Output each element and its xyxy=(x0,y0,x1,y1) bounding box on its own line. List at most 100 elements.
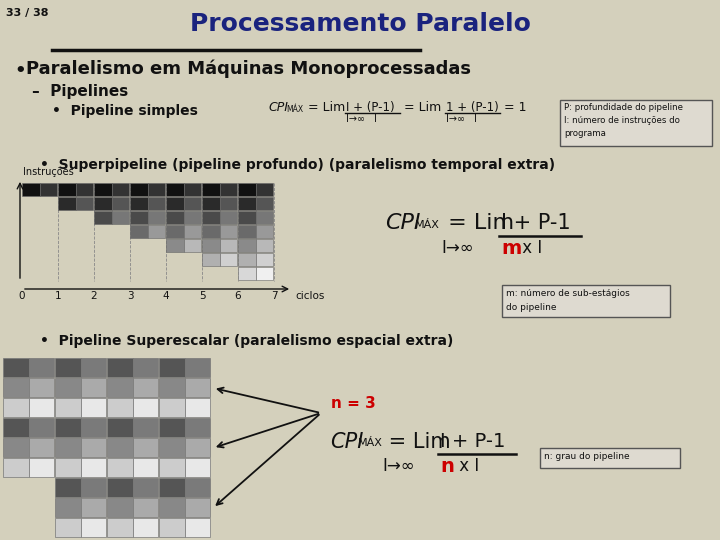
Bar xyxy=(540,448,680,468)
Text: = Lim: = Lim xyxy=(404,101,441,114)
Bar xyxy=(220,183,237,196)
Bar xyxy=(3,438,29,457)
Text: x I: x I xyxy=(517,239,542,257)
Bar xyxy=(560,100,712,146)
Text: I + P-1: I + P-1 xyxy=(501,213,571,233)
Bar xyxy=(159,398,185,417)
Bar xyxy=(130,183,148,196)
Bar xyxy=(238,253,256,266)
Text: CPI: CPI xyxy=(330,432,364,452)
Bar xyxy=(202,211,220,224)
Bar xyxy=(256,197,273,210)
Bar xyxy=(184,239,201,252)
Bar xyxy=(130,211,148,224)
Bar xyxy=(29,418,54,437)
Text: m: número de sub-estágios: m: número de sub-estágios xyxy=(506,289,630,298)
Text: n = 3: n = 3 xyxy=(331,396,376,411)
Bar xyxy=(107,358,133,377)
Bar xyxy=(220,211,237,224)
Bar xyxy=(133,518,158,537)
Bar xyxy=(185,478,210,497)
Text: P: profundidade do pipeline: P: profundidade do pipeline xyxy=(564,103,683,112)
Text: n: grau do pipeline: n: grau do pipeline xyxy=(544,452,629,461)
Bar xyxy=(81,478,106,497)
Bar xyxy=(55,458,81,477)
Bar xyxy=(133,478,158,497)
Bar xyxy=(133,498,158,517)
Text: = Lim: = Lim xyxy=(441,213,514,233)
Text: I: número de instruções do: I: número de instruções do xyxy=(564,116,680,125)
Bar xyxy=(107,378,133,397)
Bar xyxy=(94,183,112,196)
Text: MÁX: MÁX xyxy=(358,438,383,448)
Bar xyxy=(55,518,81,537)
Bar xyxy=(107,438,133,457)
Bar xyxy=(3,418,29,437)
Bar xyxy=(220,225,237,238)
Text: 4: 4 xyxy=(163,291,169,301)
Bar xyxy=(148,197,165,210)
Bar xyxy=(107,518,133,537)
Bar xyxy=(166,183,184,196)
Bar xyxy=(238,197,256,210)
Bar xyxy=(81,438,106,457)
Text: •  Superpipeline (pipeline profundo) (paralelismo temporal extra): • Superpipeline (pipeline profundo) (par… xyxy=(40,158,555,172)
Bar xyxy=(133,458,158,477)
Bar xyxy=(112,197,129,210)
Bar xyxy=(55,498,81,517)
Bar xyxy=(29,358,54,377)
Text: •: • xyxy=(14,62,26,80)
Bar xyxy=(81,418,106,437)
Text: •  Pipeline simples: • Pipeline simples xyxy=(52,104,198,118)
Bar xyxy=(159,418,185,437)
Bar xyxy=(81,458,106,477)
Bar xyxy=(202,239,220,252)
Text: = 1: = 1 xyxy=(504,101,526,114)
Text: Instruções: Instruções xyxy=(23,167,73,177)
Bar xyxy=(238,225,256,238)
Text: I→∞: I→∞ xyxy=(382,457,415,475)
Bar xyxy=(159,478,185,497)
Bar xyxy=(29,458,54,477)
Bar xyxy=(81,498,106,517)
Bar xyxy=(185,398,210,417)
Text: x I: x I xyxy=(454,457,480,475)
Bar xyxy=(202,183,220,196)
Bar xyxy=(148,211,165,224)
Bar xyxy=(185,378,210,397)
Bar xyxy=(58,183,76,196)
Text: I→∞: I→∞ xyxy=(446,114,465,124)
Text: do pipeline: do pipeline xyxy=(506,303,557,312)
Bar xyxy=(133,438,158,457)
Bar xyxy=(184,225,201,238)
Bar xyxy=(166,239,184,252)
Bar xyxy=(107,478,133,497)
Bar xyxy=(3,458,29,477)
Text: 5: 5 xyxy=(199,291,205,301)
Bar xyxy=(159,378,185,397)
Bar xyxy=(159,458,185,477)
Text: 1 + (P-1): 1 + (P-1) xyxy=(446,101,499,114)
Bar xyxy=(58,197,76,210)
Bar xyxy=(107,398,133,417)
Bar xyxy=(81,518,106,537)
Bar xyxy=(220,197,237,210)
Bar xyxy=(502,285,670,317)
Bar xyxy=(202,225,220,238)
Bar xyxy=(148,225,165,238)
Text: I: I xyxy=(374,114,377,124)
Bar xyxy=(55,418,81,437)
Bar xyxy=(184,197,201,210)
Bar xyxy=(184,211,201,224)
Text: CPI: CPI xyxy=(385,213,420,233)
Text: I→∞: I→∞ xyxy=(346,114,365,124)
Bar xyxy=(185,518,210,537)
Bar xyxy=(76,197,93,210)
Bar xyxy=(112,211,129,224)
Bar xyxy=(256,253,273,266)
Bar xyxy=(133,378,158,397)
Bar xyxy=(185,498,210,517)
Text: 2: 2 xyxy=(91,291,97,301)
Bar xyxy=(112,183,129,196)
Bar xyxy=(256,211,273,224)
